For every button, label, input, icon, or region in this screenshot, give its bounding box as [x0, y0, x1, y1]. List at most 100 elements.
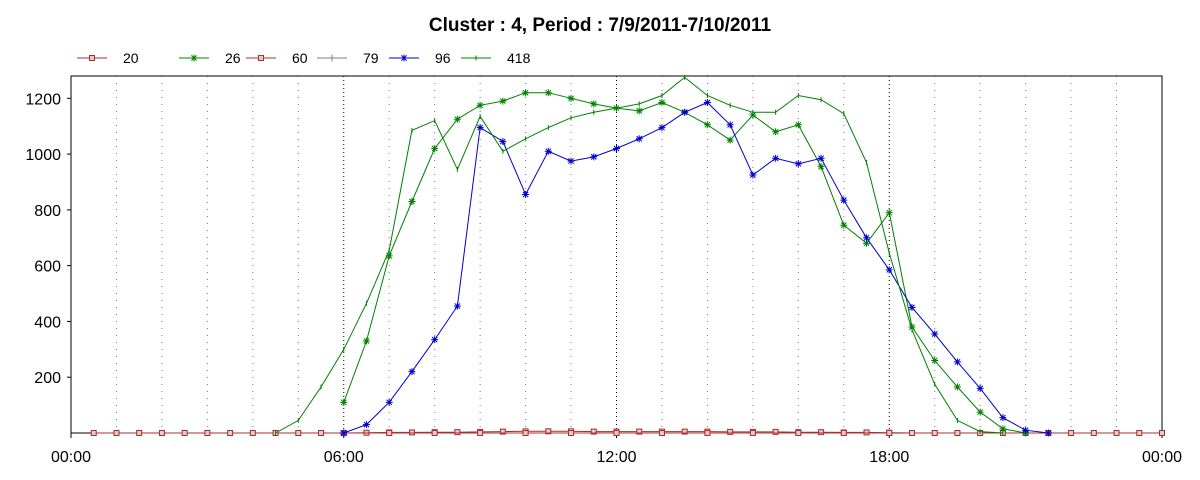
data-point [1113, 430, 1120, 436]
data-point [408, 368, 416, 376]
legend-item-79: 79 [317, 50, 379, 66]
data-point [227, 430, 234, 436]
data-point [408, 198, 416, 206]
data-point [522, 191, 530, 199]
data-point [453, 115, 461, 123]
data-point [953, 383, 961, 391]
legend-item-60: 60 [246, 50, 308, 66]
legend-item-418: 418 [461, 50, 531, 66]
y-tick-label: 400 [34, 314, 61, 331]
data-point [885, 209, 893, 217]
data-point [385, 398, 393, 406]
data-point [340, 398, 348, 406]
data-point [544, 89, 552, 97]
series-60 [340, 430, 893, 436]
data-point [863, 234, 871, 242]
data-point [908, 303, 916, 311]
data-point [1022, 426, 1030, 434]
series-26 [340, 89, 1030, 437]
data-point [431, 336, 439, 344]
data-point [954, 430, 961, 436]
data-point [999, 425, 1007, 433]
x-tick-label: 18:00 [869, 449, 909, 466]
data-point [499, 138, 507, 146]
legend-marker [328, 54, 336, 62]
data-point [976, 384, 984, 392]
data-point [749, 171, 757, 179]
x-tick-label: 00:00 [1142, 449, 1182, 466]
data-point [590, 153, 598, 161]
data-point [817, 154, 825, 162]
data-point [727, 428, 734, 435]
data-point [590, 428, 597, 435]
series-line-26 [343, 92, 1026, 434]
data-point [544, 147, 552, 155]
data-point [499, 428, 506, 435]
legend-item-26: 26 [179, 50, 241, 66]
x-axis: 00:00 06:00 12:00 18:00 00:00 [51, 433, 1182, 466]
chart-title: Cluster : 4, Period : 7/9/2011-7/10/2011 [429, 15, 772, 36]
data-point [408, 429, 415, 436]
data-point [1136, 430, 1143, 436]
legend: 20 26 60 79 96 418 [77, 50, 531, 66]
data-point [431, 430, 438, 436]
data-point [658, 98, 666, 106]
data-point [772, 154, 780, 162]
data-point [613, 430, 620, 436]
data-point [953, 358, 961, 366]
legend-marker [89, 55, 95, 61]
data-point [158, 430, 165, 436]
data-point [635, 107, 643, 115]
data-point [522, 430, 529, 436]
data-point [522, 89, 530, 97]
data-point [318, 430, 325, 436]
data-point [1068, 430, 1075, 436]
x-tick-label: 00:00 [51, 449, 91, 466]
y-tick-label: 200 [34, 370, 61, 387]
data-point [886, 430, 893, 436]
legend-label: 20 [123, 50, 139, 66]
data-point [749, 111, 757, 119]
data-point [1159, 430, 1165, 436]
data-point [885, 266, 893, 274]
series-line-96 [343, 101, 1049, 434]
data-point [249, 430, 256, 436]
data-point [749, 430, 756, 436]
series-418 [275, 74, 1004, 436]
data-point [340, 429, 348, 437]
series-layer [90, 74, 1165, 437]
data-point [1044, 429, 1052, 437]
y-axis: 200 400 600 800 1000 1200 [25, 91, 71, 387]
data-point [362, 337, 370, 345]
data-point [840, 430, 847, 436]
data-point [908, 430, 915, 436]
data-point [726, 136, 734, 144]
data-point [794, 160, 802, 168]
data-point [795, 430, 802, 436]
data-point [613, 145, 620, 153]
data-point [840, 221, 848, 229]
legend-label: 79 [363, 50, 379, 66]
data-point [772, 128, 780, 136]
data-point [704, 430, 711, 436]
legend-marker [190, 54, 198, 62]
data-point [818, 429, 825, 436]
data-point [658, 124, 666, 132]
series-line-20 [93, 430, 1162, 434]
data-point [863, 429, 870, 436]
legend-marker [400, 54, 408, 62]
data-point [703, 121, 711, 129]
series-line-418 [275, 76, 1003, 434]
data-point [703, 98, 711, 106]
data-point [590, 100, 598, 108]
data-point [362, 421, 370, 429]
data-point [567, 94, 575, 102]
data-point [681, 108, 689, 116]
data-point [545, 428, 552, 435]
data-point [453, 302, 461, 310]
y-tick-label: 600 [34, 259, 61, 276]
legend-label: 96 [435, 50, 451, 66]
data-point [567, 157, 575, 165]
data-point [204, 430, 211, 436]
